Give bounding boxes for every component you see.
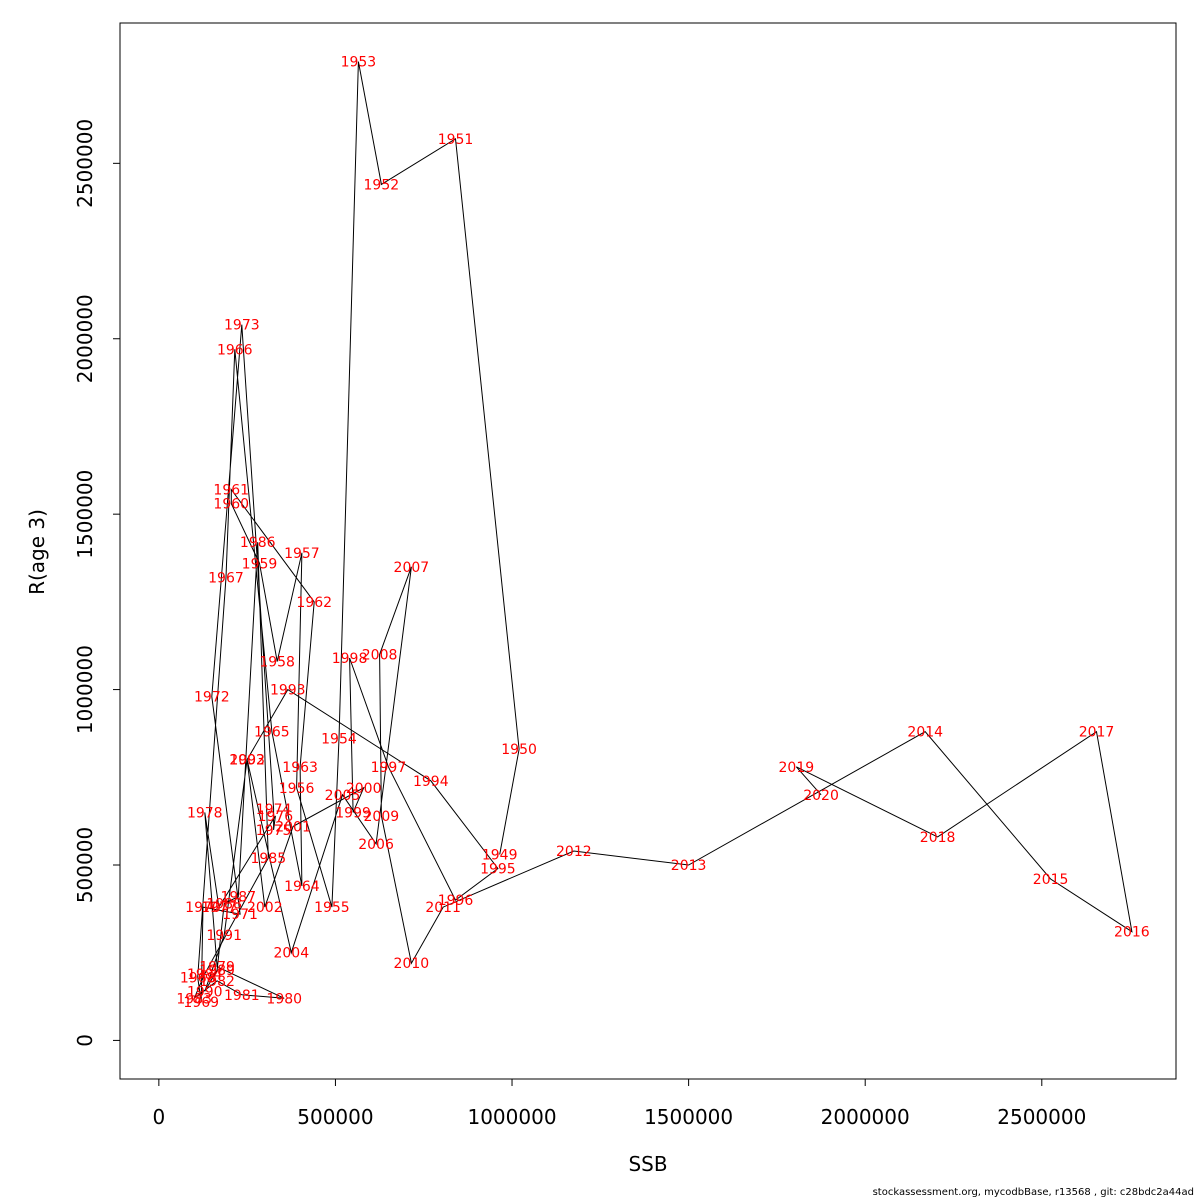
year-label-2017: 2017 — [1079, 725, 1115, 741]
year-label-1998: 1998 — [332, 651, 368, 667]
year-label-1978: 1978 — [187, 805, 223, 821]
x-axis: 0 500000 1000000 1500000 2000000 2500000 — [152, 1078, 1086, 1129]
x-tick-label: 2000000 — [821, 1105, 910, 1129]
x-axis-title: SSB — [628, 1152, 667, 1176]
series-line — [192, 61, 1133, 1002]
y-tick-label: 0 — [73, 1034, 97, 1047]
year-label-1969: 1969 — [183, 995, 219, 1011]
year-label-1965: 1965 — [254, 725, 290, 741]
x-tick-label: 1500000 — [644, 1105, 733, 1129]
year-label-2005: 2005 — [325, 788, 361, 804]
y-tick-label: 500000 — [73, 827, 97, 903]
year-label-2015: 2015 — [1033, 872, 1069, 888]
year-label-1971: 1971 — [222, 907, 258, 923]
year-label-2010: 2010 — [394, 956, 430, 972]
year-label-1967: 1967 — [208, 570, 244, 586]
year-label-2019: 2019 — [779, 760, 815, 776]
year-label-1952: 1952 — [364, 177, 400, 193]
year-label-2000: 2000 — [346, 781, 382, 797]
x-tick-label: 500000 — [297, 1105, 373, 1129]
y-tick-label: 2500000 — [73, 119, 97, 208]
year-label-1972: 1972 — [194, 690, 230, 706]
year-label-1986: 1986 — [240, 535, 276, 551]
x-tick-label: 2500000 — [997, 1105, 1086, 1129]
year-label-1973: 1973 — [224, 318, 260, 334]
year-label-2003: 2003 — [229, 753, 265, 769]
year-label-2009: 2009 — [364, 809, 400, 825]
year-label-1958: 1958 — [259, 655, 295, 671]
y-tick-label: 1000000 — [73, 645, 97, 734]
year-label-1993: 1993 — [270, 683, 306, 699]
year-label-1960: 1960 — [213, 497, 249, 513]
year-label-1961: 1961 — [213, 483, 249, 499]
year-label-1994: 1994 — [413, 774, 449, 790]
year-label-2014: 2014 — [907, 725, 943, 741]
year-label-1959: 1959 — [242, 556, 278, 572]
y-tick-label: 2000000 — [73, 294, 97, 383]
year-labels: 1949 1950 1951 1952 1953 1954 1955 1956 1957 1958… — [176, 55, 1149, 1011]
year-label-1989: 1989 — [199, 963, 235, 979]
year-label-1988: 1988 — [206, 897, 242, 913]
year-label-2001: 2001 — [275, 819, 311, 835]
year-label-1980: 1980 — [266, 991, 302, 1007]
year-label-1977: 1977 — [201, 900, 237, 916]
year-label-1954: 1954 — [321, 732, 357, 748]
year-label-2016: 2016 — [1114, 925, 1150, 941]
year-label-1995: 1995 — [480, 862, 516, 878]
year-label-1990: 1990 — [187, 984, 223, 1000]
year-label-2018: 2018 — [920, 830, 956, 846]
year-label-1981: 1981 — [224, 988, 260, 1004]
year-label-2020: 2020 — [803, 788, 839, 804]
year-label-1982: 1982 — [199, 974, 235, 990]
year-label-1992: 1992 — [229, 753, 265, 769]
year-label-1949: 1949 — [482, 847, 518, 863]
year-label-1970: 1970 — [185, 900, 221, 916]
year-label-1963: 1963 — [282, 760, 318, 776]
year-label-1997: 1997 — [371, 760, 407, 776]
year-label-1955: 1955 — [314, 900, 350, 916]
year-label-1976: 1976 — [258, 809, 294, 825]
year-label-2002: 2002 — [247, 900, 283, 916]
year-label-2013: 2013 — [671, 858, 707, 874]
plot-frame — [119, 22, 1177, 1080]
year-label-1968: 1968 — [180, 970, 216, 986]
year-label-2012: 2012 — [556, 844, 592, 860]
year-label-1964: 1964 — [284, 879, 320, 895]
year-label-2004: 2004 — [273, 946, 309, 962]
x-tick-label: 0 — [152, 1105, 165, 1129]
year-label-1979: 1979 — [199, 960, 235, 976]
year-label-1987: 1987 — [220, 890, 256, 906]
y-axis: 0 500000 1000000 1500000 2000000 2500000 — [73, 119, 121, 1047]
year-label-1984: 1984 — [187, 967, 223, 983]
year-label-2007: 2007 — [394, 560, 430, 576]
year-label-1957: 1957 — [284, 546, 320, 562]
year-label-1999: 1999 — [335, 805, 371, 821]
year-label-1996: 1996 — [438, 893, 474, 909]
year-label-2006: 2006 — [358, 837, 394, 853]
year-label-1950: 1950 — [501, 742, 537, 758]
year-label-1991: 1991 — [206, 928, 242, 944]
year-label-2011: 2011 — [425, 900, 461, 916]
year-label-1962: 1962 — [296, 595, 332, 611]
x-tick-label: 1000000 — [467, 1105, 556, 1129]
footer-credit: stockassessment.org, mycodbBase, r13568 … — [872, 1187, 1194, 1198]
year-label-1975: 1975 — [256, 823, 292, 839]
y-axis-title: R(age 3) — [25, 509, 49, 595]
year-label-1953: 1953 — [341, 55, 377, 71]
year-label-2008: 2008 — [362, 647, 398, 663]
year-label-1956: 1956 — [279, 781, 315, 797]
year-label-1966: 1966 — [217, 342, 253, 358]
y-tick-label: 1500000 — [73, 470, 97, 559]
year-label-1983: 1983 — [176, 991, 212, 1007]
year-label-1974: 1974 — [256, 802, 292, 818]
year-label-1951: 1951 — [438, 132, 474, 148]
year-label-1985: 1985 — [251, 851, 287, 867]
